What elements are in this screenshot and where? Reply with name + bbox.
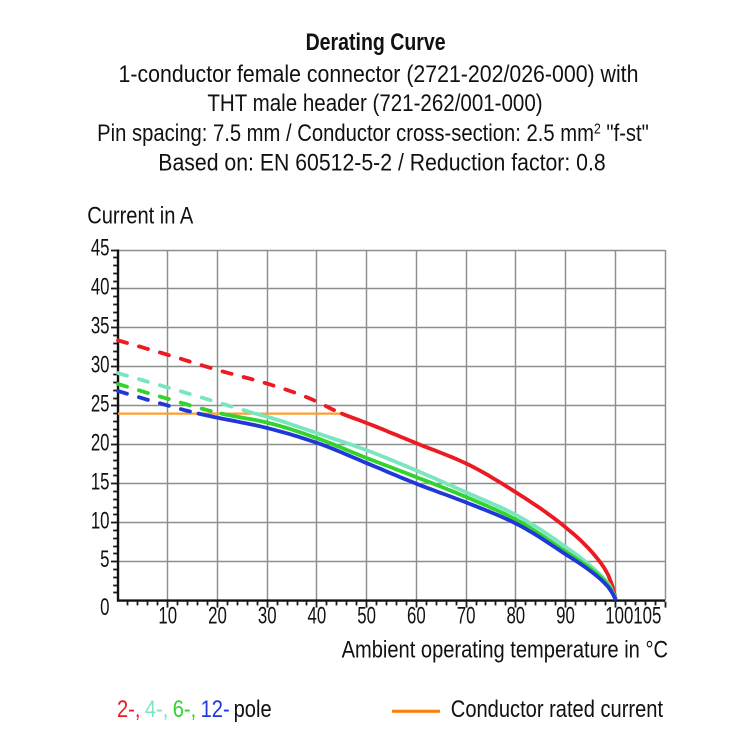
svg-text:20: 20	[91, 430, 110, 457]
svg-text:60: 60	[407, 603, 426, 630]
svg-text:35: 35	[91, 313, 110, 340]
svg-text:1-conductor female connector (: 1-conductor female connector (2721-202/0…	[119, 60, 639, 87]
svg-text:70: 70	[457, 603, 476, 630]
svg-text:90: 90	[556, 603, 575, 630]
svg-text:15: 15	[91, 468, 110, 495]
svg-text:THT male header (721-262/001-0: THT male header (721-262/001-000)	[207, 89, 542, 116]
svg-text:10: 10	[158, 603, 177, 630]
svg-text:20: 20	[208, 603, 227, 630]
svg-text:45: 45	[91, 235, 110, 262]
svg-text:105: 105	[633, 603, 661, 630]
svg-text:Conductor rated current: Conductor rated current	[451, 695, 663, 722]
svg-text:Based on: EN 60512-5-2 / Reduc: Based on: EN 60512-5-2 / Reduction facto…	[158, 148, 605, 176]
svg-text:40: 40	[91, 274, 110, 301]
svg-text:25: 25	[91, 391, 110, 418]
svg-text:Ambient operating temperature: Ambient operating temperature in °C	[342, 636, 668, 663]
svg-text:Current in A: Current in A	[87, 202, 193, 229]
svg-text:Pin spacing: 7.5 mm / Conducto: Pin spacing: 7.5 mm / Conductor cross-se…	[97, 119, 649, 146]
svg-text:30: 30	[91, 352, 110, 379]
svg-text:80: 80	[506, 603, 525, 630]
svg-text:30: 30	[258, 603, 277, 630]
svg-text:100: 100	[605, 603, 633, 630]
svg-text:10: 10	[91, 507, 110, 534]
svg-text:0: 0	[100, 594, 109, 621]
svg-text:40: 40	[308, 603, 327, 630]
svg-text:5: 5	[100, 546, 109, 573]
svg-text:50: 50	[357, 603, 376, 630]
svg-text:Derating Curve: Derating Curve	[306, 28, 446, 55]
svg-text:2-, 4-, 6-, 12- pole: 2-, 4-, 6-, 12- pole	[117, 695, 272, 722]
